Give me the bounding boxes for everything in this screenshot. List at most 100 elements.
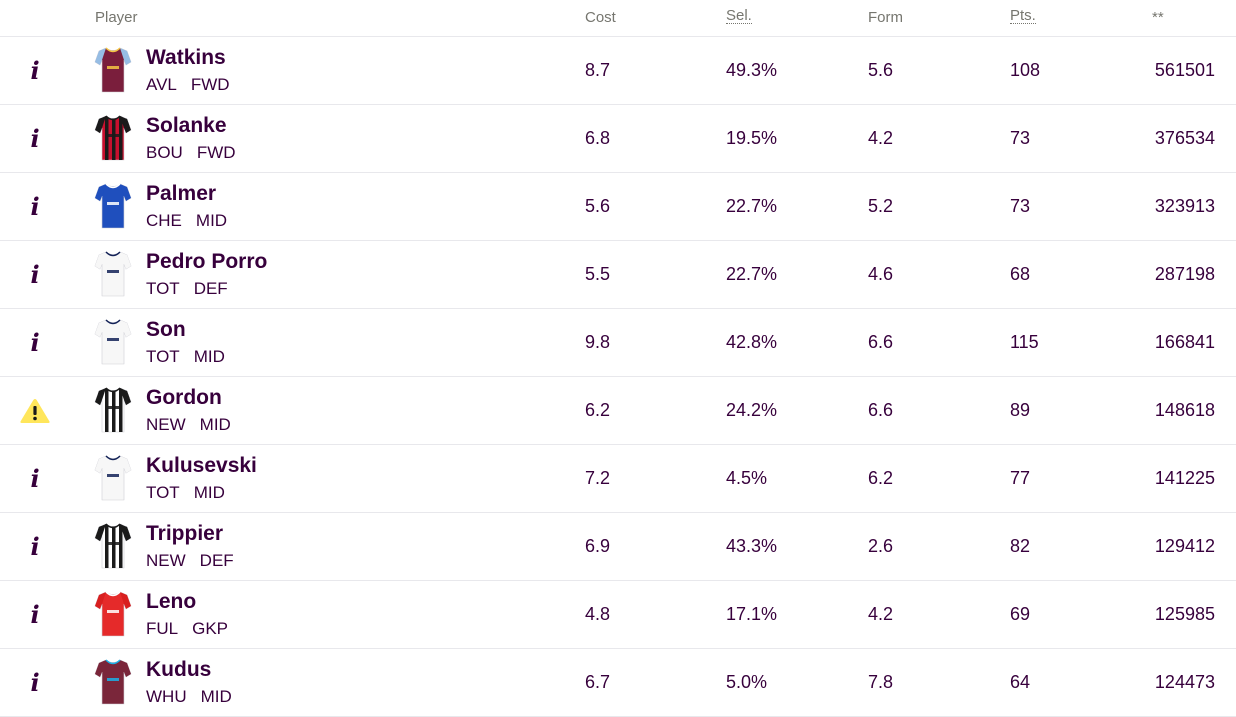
- player-position: MID: [195, 211, 228, 230]
- player-meta: TOT MID: [146, 347, 225, 367]
- selected-cell: 42.8%: [726, 332, 778, 352]
- table-row: i Son TOT MID 9.8 42.8% 6.6 115 166841: [0, 309, 1236, 377]
- header-form[interactable]: Form: [868, 9, 903, 26]
- team-shirt-icon: [94, 658, 132, 706]
- player-name[interactable]: Son: [146, 318, 186, 341]
- extra-stat-cell: 561501: [1154, 60, 1215, 80]
- team-shirt-icon: [94, 182, 132, 230]
- header-points[interactable]: Pts.: [1010, 7, 1036, 24]
- player-team: NEW: [146, 415, 186, 434]
- table-body: i Watkins AVL FWD 8.7 49.3% 5.6 108 561501 i Solan…: [0, 37, 1236, 717]
- selected-cell: 19.5%: [726, 128, 778, 148]
- player-name[interactable]: Trippier: [146, 522, 224, 545]
- points-cell: 108: [1010, 60, 1041, 80]
- player-info-button[interactable]: i: [18, 55, 52, 87]
- player-meta: NEW DEF: [146, 551, 234, 571]
- info-icon: i: [30, 56, 40, 85]
- team-shirt-icon: [94, 46, 132, 94]
- player-info-button[interactable]: i: [18, 123, 52, 155]
- player-info-button[interactable]: i: [18, 463, 52, 495]
- form-cell: 7.8: [868, 672, 894, 692]
- player-position: MID: [193, 483, 225, 502]
- info-icon: i: [30, 464, 40, 493]
- player-name[interactable]: Leno: [146, 590, 197, 613]
- player-team: BOU: [146, 143, 183, 162]
- player-team: FUL: [146, 619, 179, 638]
- player-position: DEF: [193, 279, 228, 298]
- extra-stat-cell: 323913: [1154, 196, 1215, 216]
- player-info-button[interactable]: i: [18, 259, 52, 291]
- player-team: CHE: [146, 211, 182, 230]
- selected-cell: 17.1%: [726, 604, 778, 624]
- points-cell: 73: [1010, 196, 1031, 216]
- table-row: i Solanke BOU FWD 6.8 19.5% 4.2 73 376534: [0, 105, 1236, 173]
- cost-cell: 5.6: [585, 196, 611, 216]
- selected-cell: 4.5%: [726, 468, 768, 488]
- player-team: TOT: [146, 347, 180, 366]
- player-position: MID: [200, 687, 232, 706]
- selected-cell: 49.3%: [726, 60, 778, 80]
- info-icon: i: [30, 260, 40, 289]
- cost-cell: 6.2: [585, 400, 611, 420]
- table-row: i Pedro Porro TOT DEF 5.5 22.7% 4.6 68 287198: [0, 241, 1236, 309]
- player-name[interactable]: Palmer: [146, 182, 217, 205]
- player-meta: TOT MID: [146, 483, 225, 503]
- extra-stat-cell: 129412: [1154, 536, 1215, 556]
- player-team: TOT: [146, 279, 180, 298]
- form-cell: 4.6: [868, 264, 894, 284]
- player-meta: FUL GKP: [146, 619, 228, 639]
- header-selected[interactable]: Sel.: [726, 7, 752, 24]
- extra-stat-cell: 141225: [1154, 468, 1215, 488]
- points-cell: 89: [1010, 400, 1031, 420]
- player-team: TOT: [146, 483, 180, 502]
- info-icon: i: [30, 328, 40, 357]
- info-icon: i: [30, 124, 40, 153]
- selected-cell: 22.7%: [726, 196, 778, 216]
- extra-stat-cell: 148618: [1154, 400, 1215, 420]
- table-row: i Leno FUL GKP 4.8 17.1% 4.2 69 125985: [0, 581, 1236, 649]
- extra-stat-cell: 287198: [1154, 264, 1215, 284]
- player-name[interactable]: Watkins: [146, 46, 226, 69]
- form-cell: 5.6: [868, 60, 894, 80]
- form-cell: 6.2: [868, 468, 894, 488]
- cost-cell: 5.5: [585, 264, 611, 284]
- table-row: i Trippier NEW DEF 6.9 43.3% 2.6 82 129412: [0, 513, 1236, 581]
- selected-cell: 24.2%: [726, 400, 778, 420]
- warning-icon: [19, 397, 51, 425]
- player-position: MID: [199, 415, 231, 434]
- player-name[interactable]: Kudus: [146, 658, 212, 681]
- player-info-button[interactable]: i: [18, 599, 52, 631]
- player-info-button[interactable]: i: [18, 531, 52, 563]
- player-name[interactable]: Solanke: [146, 114, 227, 137]
- player-name[interactable]: Gordon: [146, 386, 222, 409]
- cost-cell: 6.8: [585, 128, 611, 148]
- cost-cell: 9.8: [585, 332, 611, 352]
- header-player[interactable]: Player: [95, 9, 138, 26]
- player-info-button[interactable]: i: [18, 327, 52, 359]
- points-cell: 69: [1010, 604, 1031, 624]
- info-icon: i: [30, 532, 40, 561]
- form-cell: 6.6: [868, 400, 894, 420]
- header-extra[interactable]: **: [1152, 9, 1164, 26]
- extra-stat-cell: 124473: [1154, 672, 1215, 692]
- player-meta: NEW MID: [146, 415, 231, 435]
- extra-stat-cell: 166841: [1154, 332, 1215, 352]
- cost-cell: 8.7: [585, 60, 611, 80]
- player-position: FWD: [196, 143, 236, 162]
- player-name[interactable]: Kulusevski: [146, 454, 257, 477]
- player-status-button[interactable]: [18, 395, 52, 427]
- player-info-button[interactable]: i: [18, 667, 52, 699]
- header-cost[interactable]: Cost: [585, 9, 616, 26]
- player-name[interactable]: Pedro Porro: [146, 250, 268, 273]
- cost-cell: 6.7: [585, 672, 611, 692]
- cost-cell: 4.8: [585, 604, 611, 624]
- player-team: NEW: [146, 551, 186, 570]
- player-info-button[interactable]: i: [18, 191, 52, 223]
- points-cell: 68: [1010, 264, 1031, 284]
- team-shirt-icon: [94, 318, 132, 366]
- selected-cell: 5.0%: [726, 672, 768, 692]
- info-icon: i: [30, 668, 40, 697]
- points-cell: 64: [1010, 672, 1031, 692]
- table-row: i Watkins AVL FWD 8.7 49.3% 5.6 108 561501: [0, 37, 1236, 105]
